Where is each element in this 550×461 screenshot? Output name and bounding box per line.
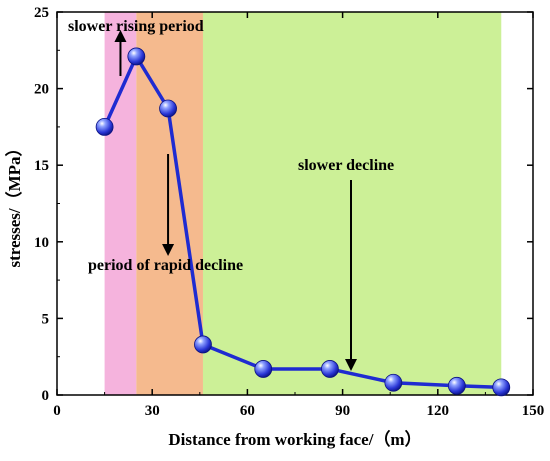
data-point [159,99,177,118]
x-axis-title: Distance from working face/（m） [168,429,421,449]
data-point [321,360,339,378]
data-point [95,118,114,136]
x-tick-label: 30 [145,403,160,419]
data-point [194,335,212,354]
region-1 [136,12,203,395]
x-tick-label: 150 [522,403,545,419]
data-point [447,376,466,395]
axes: 0 30 60 90 120 150 0 5 10 15 20 25 [34,5,544,419]
x-tick-label: 0 [53,403,61,419]
data-series [95,47,511,397]
annotations: slower rising period period of rapid decl… [68,18,394,371]
data-point [384,373,403,392]
x-tick-label: 60 [240,403,255,419]
shaded-regions [104,12,502,395]
y-tick-label: 5 [42,311,50,327]
annotation-rapid-decline-label: period of rapid decline [88,257,243,274]
data-point [127,47,146,66]
y-tick-label: 10 [34,235,49,251]
annotation-slower-decline-label: slower decline [298,157,394,174]
y-tick-label: 25 [34,5,49,21]
region-2 [202,12,502,395]
data-point [254,360,273,378]
y-tick-label: 0 [42,388,50,404]
y-tick-label: 15 [34,158,49,174]
annotation-slower-rising-label: slower rising period [68,18,204,35]
x-tick-label: 90 [335,403,350,419]
x-tick-label: 120 [427,403,450,419]
data-point [492,378,511,397]
y-tick-label: 20 [34,82,49,98]
y-axis-title: stresses/（MPa） [4,139,24,267]
